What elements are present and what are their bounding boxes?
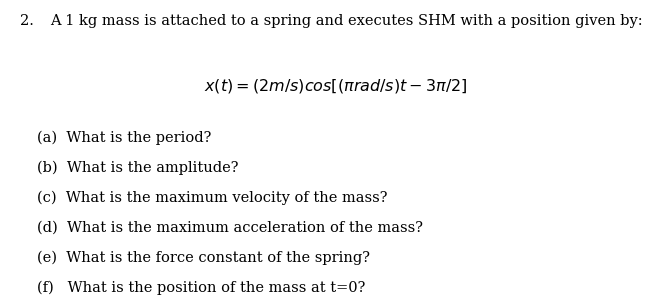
Text: (e)  What is the force constant of the spring?: (e) What is the force constant of the sp… xyxy=(37,251,370,265)
Text: $x(t) = (2m/s)cos[(\pi rad/s)t - 3\pi/2]$: $x(t) = (2m/s)cos[(\pi rad/s)t - 3\pi/2]… xyxy=(204,77,468,95)
Text: (f)   What is the position of the mass at t=0?: (f) What is the position of the mass at … xyxy=(37,281,366,295)
Text: A 1 kg mass is attached to a spring and executes SHM with a position given by:: A 1 kg mass is attached to a spring and … xyxy=(50,14,643,28)
Text: (a)  What is the period?: (a) What is the period? xyxy=(37,131,211,145)
Text: (c)  What is the maximum velocity of the mass?: (c) What is the maximum velocity of the … xyxy=(37,191,388,205)
Text: (d)  What is the maximum acceleration of the mass?: (d) What is the maximum acceleration of … xyxy=(37,221,423,235)
Text: (b)  What is the amplitude?: (b) What is the amplitude? xyxy=(37,161,239,175)
Text: 2.: 2. xyxy=(20,14,34,28)
